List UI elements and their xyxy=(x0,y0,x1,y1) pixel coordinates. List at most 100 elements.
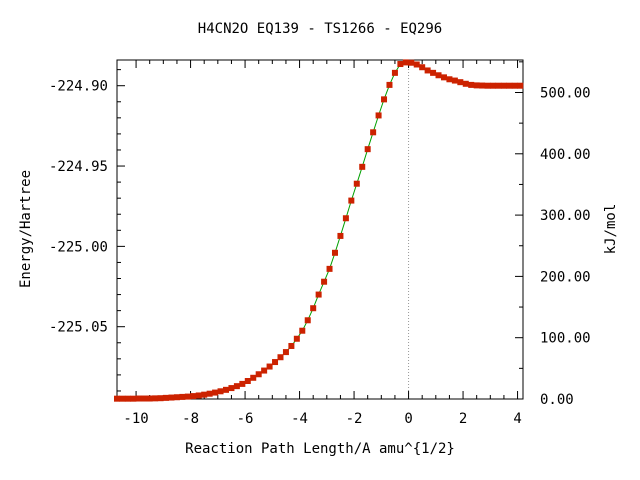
energy-curve-layer xyxy=(117,61,521,400)
energy-point xyxy=(261,367,268,374)
energy-point xyxy=(146,395,153,402)
energy-point xyxy=(397,61,404,68)
energy-point xyxy=(293,335,300,342)
energy-point xyxy=(484,82,491,89)
energy-point xyxy=(490,82,497,89)
energy-point xyxy=(288,342,295,349)
energy-point xyxy=(304,317,311,324)
x-tick-label: -10 xyxy=(123,411,148,427)
energy-point xyxy=(152,395,159,402)
energy-point xyxy=(163,394,170,401)
energy-point xyxy=(348,197,355,204)
energy-point xyxy=(462,80,469,87)
energy-point xyxy=(173,394,180,401)
y2-tick-label: 200.00 xyxy=(540,269,591,285)
energy-point xyxy=(506,82,513,89)
x-axis-label: Reaction Path Length/A amu^{1/2} xyxy=(185,441,455,457)
energy-point xyxy=(370,129,377,136)
energy-point xyxy=(419,64,426,71)
energy-point xyxy=(342,215,349,222)
energy-point xyxy=(500,82,507,89)
energy-point xyxy=(391,69,398,76)
energy-point xyxy=(206,390,213,397)
energy-point xyxy=(315,291,322,298)
energy-point xyxy=(119,395,126,402)
energy-point xyxy=(250,374,257,381)
energy-point xyxy=(495,82,502,89)
energy-point xyxy=(244,378,251,385)
energy-point xyxy=(440,74,447,81)
energy-point xyxy=(135,395,142,402)
energy-point xyxy=(239,380,246,387)
energy-point xyxy=(195,392,202,399)
chart-title: H4CN2O EQ139 - TS1266 - EQ296 xyxy=(198,21,442,37)
energy-point xyxy=(337,232,344,239)
energy-curve xyxy=(117,61,521,400)
energy-point xyxy=(359,163,366,170)
x-tick-label: -2 xyxy=(346,411,363,427)
energy-point xyxy=(217,388,224,395)
energy-point xyxy=(517,82,524,89)
y-tick-label: -224.90 xyxy=(49,79,108,95)
energy-point xyxy=(402,59,409,66)
y2-tick-label: 400.00 xyxy=(540,147,591,163)
energy-point xyxy=(179,393,186,400)
x-tick-label: 2 xyxy=(459,411,467,427)
energy-point xyxy=(331,249,338,256)
x-tick-label: -6 xyxy=(237,411,254,427)
energy-point xyxy=(222,386,229,393)
x-tick-label: -4 xyxy=(291,411,308,427)
energy-point xyxy=(299,327,306,334)
energy-point xyxy=(212,389,219,396)
energy-point xyxy=(479,82,486,89)
energy-point xyxy=(141,395,148,402)
energy-point xyxy=(255,371,262,378)
y2-tick-label: 500.00 xyxy=(540,85,591,101)
energy-point xyxy=(282,349,289,356)
energy-point xyxy=(157,395,164,402)
energy-point xyxy=(184,393,191,400)
energy-point xyxy=(381,96,388,103)
energy-point xyxy=(375,112,382,119)
energy-point xyxy=(190,393,197,400)
energy-point xyxy=(430,69,437,76)
energy-point xyxy=(473,82,480,89)
x-tick-label: 4 xyxy=(513,411,521,427)
energy-point xyxy=(435,72,442,79)
energy-points-layer xyxy=(114,59,524,402)
y2-tick-label: 100.00 xyxy=(540,331,591,347)
energy-point xyxy=(468,81,475,88)
energy-point xyxy=(424,67,431,74)
energy-point xyxy=(408,59,415,66)
x-tick-label: -8 xyxy=(182,411,199,427)
y-tick-label: -225.05 xyxy=(49,320,108,336)
ticks-layer: -10 -8 -6 -4 -2 0 2 4 -224.90 -224.95 -225.00 -225.… xyxy=(49,60,591,427)
y-tick-label: -224.95 xyxy=(49,159,108,175)
energy-point xyxy=(321,278,328,285)
energy-point xyxy=(168,394,175,401)
x-tick-label: 0 xyxy=(404,411,412,427)
energy-point xyxy=(457,79,464,86)
plot-frame xyxy=(116,59,524,400)
y-axis-label: Energy/Hartree xyxy=(18,170,34,288)
energy-point xyxy=(386,81,393,88)
energy-point xyxy=(233,383,240,390)
energy-point xyxy=(201,391,208,398)
energy-point xyxy=(114,395,120,402)
y-tick-label: -225.00 xyxy=(49,239,108,255)
energy-point xyxy=(353,180,360,187)
energy-point xyxy=(364,146,371,153)
energy-point xyxy=(272,359,279,366)
y2-axis-label: kJ/mol xyxy=(603,204,619,255)
energy-point xyxy=(446,76,453,83)
energy-point xyxy=(413,61,420,68)
y2-tick-label: 300.00 xyxy=(540,208,591,224)
energy-point xyxy=(326,265,333,272)
y2-tick-label: 0.00 xyxy=(540,392,574,408)
energy-point xyxy=(277,354,284,361)
energy-point xyxy=(310,305,317,312)
energy-point xyxy=(451,77,458,84)
energy-point xyxy=(266,363,273,370)
energy-point xyxy=(511,82,518,89)
